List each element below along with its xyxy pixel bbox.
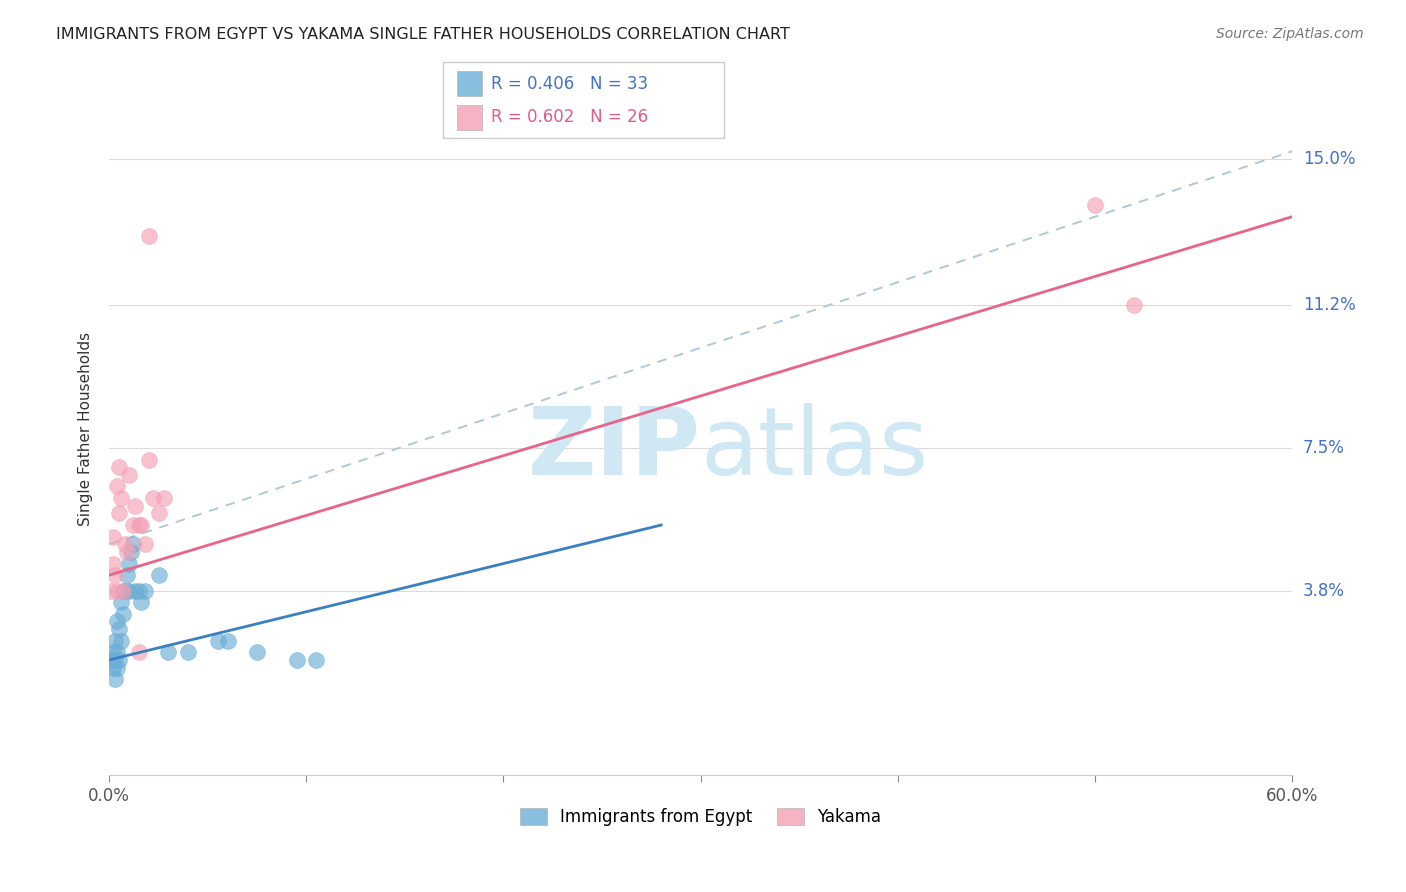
Point [153, 491, 176, 505]
Legend: Immigrants from Egypt, Yakama: Immigrants from Egypt, Yakama [513, 802, 889, 833]
Point [124, 583, 146, 598]
Point [100, 583, 122, 598]
Point [115, 545, 138, 559]
Point [108, 460, 131, 475]
Point [134, 583, 156, 598]
Point [104, 633, 127, 648]
Point [148, 507, 170, 521]
Point [103, 530, 125, 544]
Point [114, 537, 136, 551]
Point [148, 568, 170, 582]
Point [120, 545, 142, 559]
Point [128, 583, 150, 598]
Point [105, 660, 128, 674]
Text: 7.5%: 7.5% [1303, 439, 1346, 457]
Point [285, 653, 308, 667]
Point [1084, 198, 1107, 212]
Point [305, 653, 328, 667]
Point [118, 557, 141, 571]
Point [105, 583, 128, 598]
Point [207, 633, 229, 648]
Point [112, 583, 135, 598]
Point [103, 557, 125, 571]
Point [122, 537, 145, 551]
Point [217, 633, 239, 648]
Point [118, 467, 141, 482]
Point [100, 653, 122, 667]
Point [122, 518, 145, 533]
Point [1123, 298, 1146, 312]
Point [138, 452, 160, 467]
Point [105, 615, 128, 629]
Point [112, 583, 135, 598]
Point [112, 607, 135, 621]
Point [157, 645, 180, 659]
Point [128, 518, 150, 533]
Point [129, 518, 152, 533]
Point [108, 507, 131, 521]
Point [108, 653, 131, 667]
Text: atlas: atlas [700, 403, 929, 495]
Text: ZIP: ZIP [527, 403, 700, 495]
Text: Source: ZipAtlas.com: Source: ZipAtlas.com [1216, 27, 1364, 41]
Point [110, 633, 132, 648]
Point [104, 653, 127, 667]
Point [110, 595, 132, 609]
Text: 11.2%: 11.2% [1303, 296, 1355, 314]
Point [104, 672, 127, 686]
Point [124, 499, 146, 513]
Point [105, 479, 128, 493]
Point [246, 645, 269, 659]
Point [128, 645, 150, 659]
Point [138, 229, 160, 244]
Point [115, 568, 138, 582]
Point [114, 583, 136, 598]
Text: 15.0%: 15.0% [1303, 150, 1355, 168]
Point [134, 537, 156, 551]
Point [118, 583, 141, 598]
Text: IMMIGRANTS FROM EGYPT VS YAKAMA SINGLE FATHER HOUSEHOLDS CORRELATION CHART: IMMIGRANTS FROM EGYPT VS YAKAMA SINGLE F… [56, 27, 790, 42]
Point [103, 660, 125, 674]
Point [108, 622, 131, 636]
Point [110, 491, 132, 505]
Text: 3.8%: 3.8% [1303, 582, 1346, 599]
Point [129, 595, 152, 609]
Point [103, 645, 125, 659]
Point [142, 491, 165, 505]
Y-axis label: Single Father Households: Single Father Households [79, 332, 93, 525]
Point [105, 645, 128, 659]
Text: R = 0.602   N = 26: R = 0.602 N = 26 [491, 108, 648, 126]
Text: R = 0.406   N = 33: R = 0.406 N = 33 [491, 75, 648, 93]
Point [177, 645, 200, 659]
Point [104, 568, 127, 582]
